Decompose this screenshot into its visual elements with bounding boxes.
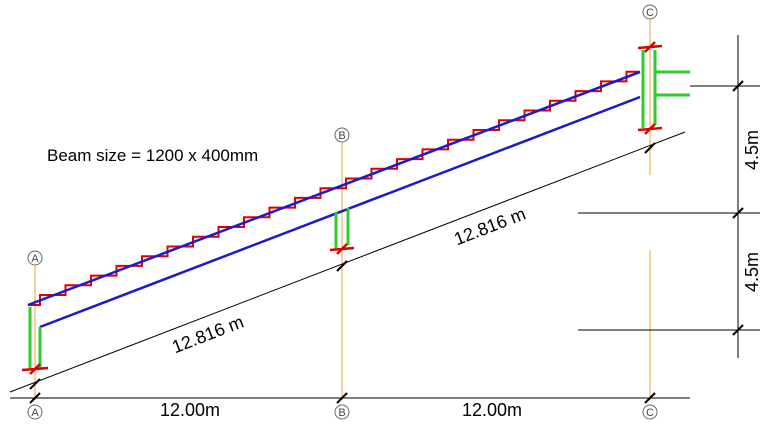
grid-bubbles — [27, 4, 658, 420]
horizontal-dimension: 12.00m — [160, 400, 220, 420]
beam — [27, 70, 641, 329]
grid-label: C — [646, 7, 654, 19]
grid-label: C — [646, 407, 654, 419]
vertical-dimension: 4.5m — [742, 130, 762, 170]
dimension-ticks — [29, 80, 744, 404]
grid-label: B — [338, 407, 345, 419]
sloped-dimension: 12.816 m — [169, 312, 246, 358]
supports — [28, 50, 690, 368]
dimension-lines — [9, 35, 760, 399]
sloped-dimension: 12.816 m — [451, 204, 528, 250]
horizontal-dimension: 12.00m — [462, 400, 522, 420]
beam-size-label: Beam size = 1200 x 400mm — [47, 146, 258, 165]
grid-label: A — [31, 253, 39, 265]
vertical-dimension: 4.5m — [742, 252, 762, 292]
grid-label: B — [338, 130, 345, 142]
support-marks — [21, 41, 663, 375]
grid-label: A — [31, 407, 39, 419]
